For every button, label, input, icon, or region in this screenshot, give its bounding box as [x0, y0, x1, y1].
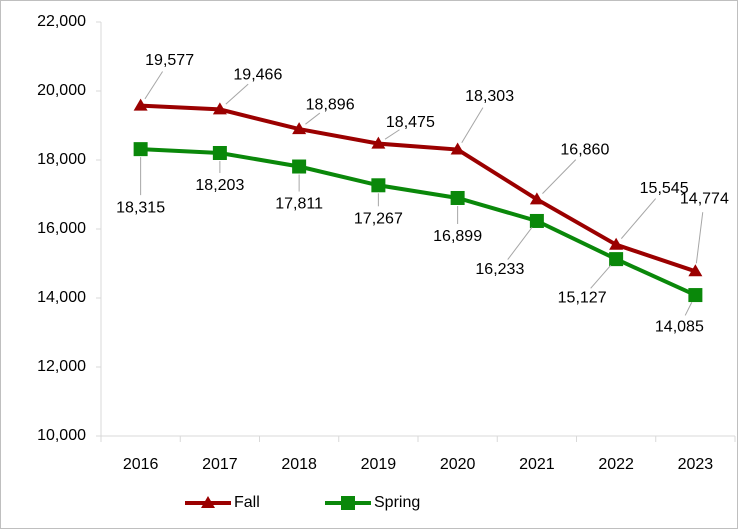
data-label: 15,545 — [640, 180, 689, 197]
x-tick-label: 2023 — [678, 456, 714, 473]
data-label: 18,315 — [116, 199, 165, 216]
x-tick-label: 2021 — [519, 456, 555, 473]
data-label: 18,303 — [465, 88, 514, 105]
data-point — [529, 213, 544, 228]
data-point — [450, 142, 465, 155]
data-point — [371, 136, 386, 149]
data-label: 18,203 — [195, 177, 244, 194]
data-point — [529, 192, 544, 205]
leader-line — [507, 227, 533, 260]
data-label: 14,774 — [680, 191, 729, 208]
data-point — [292, 159, 307, 174]
data-point — [609, 252, 624, 267]
y-tick-label: 10,000 — [37, 427, 86, 444]
data-point — [609, 237, 624, 250]
data-label: 17,811 — [275, 196, 323, 213]
data-point — [688, 264, 703, 277]
data-label: 17,267 — [354, 211, 403, 228]
leader-line — [684, 301, 693, 316]
x-tick-label: 2016 — [123, 456, 159, 473]
leader-line — [542, 159, 577, 194]
data-line — [140, 103, 697, 274]
data-label: 16,899 — [433, 228, 482, 245]
x-tick-label: 2019 — [361, 456, 397, 473]
data-point — [688, 288, 703, 303]
data-line — [140, 147, 697, 297]
data-point — [133, 98, 148, 111]
data-label: 16,233 — [475, 261, 524, 278]
y-tick-label: 20,000 — [37, 82, 86, 99]
leader-line — [590, 264, 612, 289]
data-label: 15,127 — [558, 289, 607, 306]
y-tick-label: 14,000 — [37, 289, 86, 306]
data-point — [212, 102, 227, 115]
x-tick-label: 2018 — [281, 456, 317, 473]
y-tick-label: 22,000 — [37, 13, 86, 30]
leader-line — [144, 71, 164, 100]
leader-line — [225, 83, 249, 105]
leader-line — [384, 129, 400, 140]
y-tick-label: 18,000 — [37, 151, 86, 168]
leader-line — [305, 112, 321, 125]
x-tick-label: 2022 — [598, 456, 634, 473]
leader-line — [461, 107, 484, 143]
legend-marker — [201, 496, 215, 508]
legend-label: Spring — [374, 494, 420, 511]
y-tick-label: 12,000 — [37, 358, 86, 375]
data-point — [292, 122, 307, 135]
data-label: 19,577 — [145, 52, 194, 69]
data-label: 14,085 — [655, 318, 704, 335]
data-point — [450, 190, 465, 205]
data-point — [133, 142, 148, 157]
data-point — [371, 178, 386, 193]
leader-line — [620, 198, 657, 239]
leader-line — [695, 212, 704, 264]
x-tick-label: 2017 — [202, 456, 238, 473]
data-label: 18,896 — [306, 96, 355, 113]
y-tick-label: 16,000 — [37, 220, 86, 237]
data-label: 18,475 — [386, 114, 435, 131]
data-label: 16,860 — [560, 142, 609, 159]
x-tick-label: 2020 — [440, 456, 476, 473]
legend-marker — [341, 496, 355, 510]
legend-label: Fall — [234, 494, 260, 511]
data-label: 19,466 — [233, 67, 282, 84]
data-point — [212, 145, 227, 160]
